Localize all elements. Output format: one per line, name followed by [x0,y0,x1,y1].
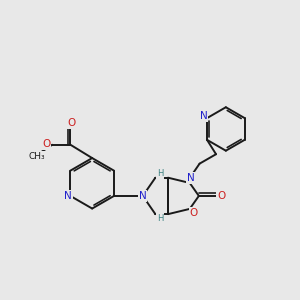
Text: H: H [157,169,164,178]
Text: N: N [64,191,72,201]
Text: O: O [217,191,225,201]
Text: H: H [157,214,164,223]
Text: O: O [42,139,50,149]
Text: N: N [200,111,207,121]
Text: O: O [68,118,76,128]
Text: O: O [190,208,198,218]
Text: N: N [139,191,147,201]
Text: CH₃: CH₃ [28,152,45,161]
Text: N: N [187,173,195,183]
